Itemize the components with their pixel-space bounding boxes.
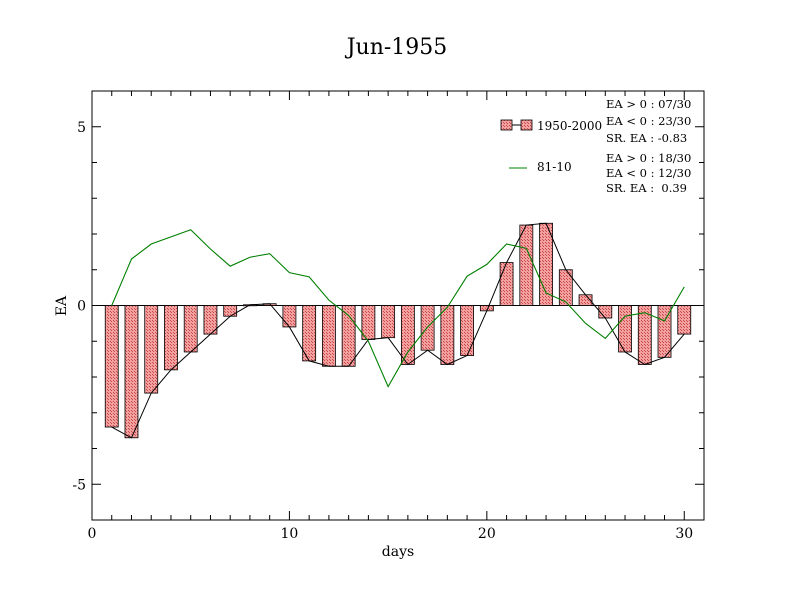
bar-1950-2000 [499,262,514,306]
bar-1950-2000 [677,305,692,335]
y-tick-label: 0 [77,299,86,315]
bar-1950-2000 [223,305,238,317]
legend-swatch-right [520,119,533,131]
line-81-10 [111,229,685,388]
bar-1950-2000 [598,305,613,319]
bar-1950-2000 [322,305,336,367]
x-tick-label: 10 [281,526,299,542]
bar-1950-2000 [144,305,159,394]
bar-1950-2000 [361,305,376,340]
legend-label-1950-2000: 1950-2000 [537,119,602,133]
bar-1950-2000 [183,305,198,353]
stat-1950-sr: SR. EA : -0.83 [606,131,687,145]
stat-1950-pos: EA > 0 : 07/30 [606,97,691,111]
x-tick-label: 0 [88,526,97,542]
bar-1950-2000 [440,305,455,365]
x-axis-label: days [382,544,414,560]
chart-title: Jun-1955 [345,35,448,60]
x-tick-label: 30 [675,526,693,542]
y-tick-label: -5 [72,477,86,493]
stat-8110-sr: SR. EA : 0.39 [606,181,687,195]
line-1950-2000 [111,222,685,439]
bar-1950-2000 [341,305,356,367]
bar-1950-2000 [282,305,297,328]
legend: 1950-2000 81-10 EA > 0 : 07/30 EA < 0 : … [500,97,691,195]
bar-1950-2000 [420,305,435,351]
legend-swatch-left [500,119,513,131]
axis-ticks: 0 10 20 30 -5 0 5 [72,90,705,542]
bar-1950-2000 [460,305,474,356]
bars-group [104,222,692,439]
lines-group [111,222,685,439]
y-tick-label: 5 [77,120,86,136]
y-axis-label: EA [54,295,70,316]
bar-1950-2000 [124,305,139,439]
bar-1950-2000 [519,224,534,306]
stat-1950-neg: EA < 0 : 23/30 [606,114,691,128]
bar-1950-2000 [104,305,119,428]
stat-8110-neg: EA < 0 : 12/30 [606,166,691,180]
bar-1950-2000 [164,305,178,371]
stat-8110-pos: EA > 0 : 18/30 [606,151,691,165]
x-tick-label: 20 [478,526,496,542]
legend-label-81-10: 81-10 [537,160,572,174]
bar-1950-2000 [400,305,415,365]
bar-1950-2000 [381,305,396,339]
